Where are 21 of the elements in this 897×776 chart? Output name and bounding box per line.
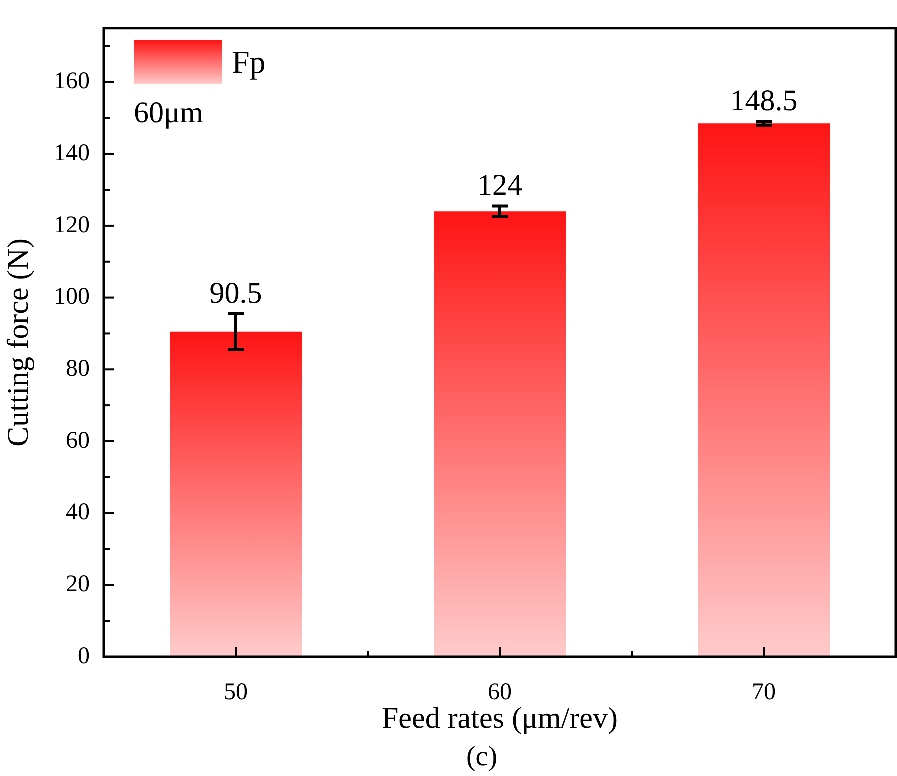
- annotation: 60μm: [134, 96, 204, 130]
- y-tick-label: 20: [66, 571, 90, 598]
- x-tick-label: 50: [224, 680, 248, 706]
- y-tick-label: 0: [78, 643, 90, 670]
- bar: [170, 332, 302, 657]
- y-tick-label: 140: [54, 140, 90, 166]
- y-tick-label: 80: [66, 356, 90, 382]
- legend-label: Fp: [232, 44, 266, 80]
- y-axis-title: Cutting force (N): [2, 238, 35, 447]
- y-tick-label: 40: [66, 500, 90, 526]
- data-label: 90.5: [210, 276, 262, 310]
- bar: [698, 124, 830, 657]
- data-label: 124: [478, 169, 522, 202]
- y-tick-label: 100: [54, 284, 90, 310]
- y-tick-label: 160: [54, 68, 90, 95]
- data-label: 148.5: [730, 84, 798, 118]
- bar: [434, 212, 566, 657]
- y-tick-label: 120: [54, 212, 90, 238]
- y-tick-label: 60: [66, 428, 90, 454]
- x-tick-label: 70: [752, 680, 776, 706]
- text: (c): [466, 741, 498, 772]
